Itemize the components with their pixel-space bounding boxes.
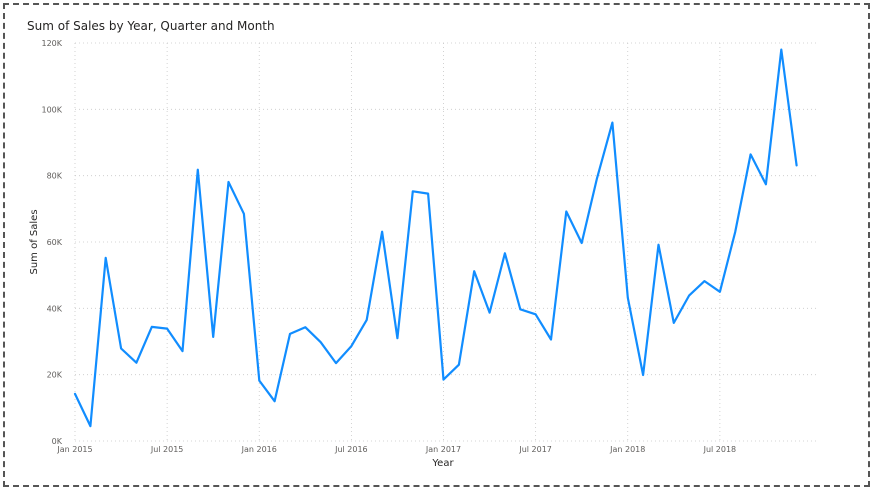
data-point[interactable]	[440, 376, 448, 384]
data-point[interactable]	[455, 361, 463, 369]
data-point[interactable]	[716, 288, 724, 296]
data-point[interactable]	[639, 371, 647, 379]
data-point[interactable]	[731, 228, 739, 236]
data-point[interactable]	[701, 277, 709, 285]
data-point[interactable]	[793, 161, 801, 169]
y-tick-label: 100K	[41, 105, 62, 114]
data-point[interactable]	[593, 174, 601, 182]
data-point[interactable]	[777, 46, 785, 54]
data-point[interactable]	[301, 323, 309, 331]
data-point[interactable]	[240, 210, 248, 218]
y-tick-label: 40K	[47, 304, 63, 313]
data-point[interactable]	[194, 166, 202, 174]
data-point[interactable]	[685, 291, 693, 299]
data-point[interactable]	[747, 150, 755, 158]
data-point[interactable]	[501, 249, 509, 257]
data-point[interactable]	[71, 390, 79, 398]
data-point[interactable]	[225, 178, 233, 186]
x-tick-label: Jul 2017	[518, 445, 552, 454]
chart-title: Sum of Sales by Year, Quarter and Month	[27, 19, 275, 33]
y-tick-label: 80K	[47, 172, 63, 181]
x-tick-label: Jul 2016	[334, 445, 368, 454]
data-point[interactable]	[608, 119, 616, 127]
data-point[interactable]	[163, 325, 171, 333]
data-point[interactable]	[409, 187, 417, 195]
data-point[interactable]	[286, 330, 294, 338]
data-point[interactable]	[532, 310, 540, 318]
data-point[interactable]	[424, 190, 432, 198]
x-tick-label: Jul 2015	[150, 445, 184, 454]
y-tick-label: 20K	[47, 371, 63, 380]
data-point[interactable]	[255, 377, 263, 385]
y-tick-label: 120K	[41, 39, 62, 48]
data-point[interactable]	[670, 319, 678, 327]
data-point[interactable]	[486, 309, 494, 317]
data-point[interactable]	[271, 397, 279, 405]
data-point[interactable]	[378, 228, 386, 236]
data-point[interactable]	[347, 342, 355, 350]
data-point[interactable]	[393, 334, 401, 342]
x-tick-label: Jul 2018	[703, 445, 737, 454]
x-tick-label: Jan 2017	[425, 445, 461, 454]
visual-frame	[3, 3, 870, 487]
x-tick-label: Jan 2015	[56, 445, 92, 454]
data-point[interactable]	[547, 336, 555, 344]
y-tick-label: 0K	[52, 437, 63, 446]
data-point[interactable]	[332, 359, 340, 367]
data-point[interactable]	[209, 333, 217, 341]
data-point[interactable]	[102, 254, 110, 262]
x-tick-label: Jan 2016	[241, 445, 277, 454]
y-axis-title: Sum of Sales	[29, 209, 40, 274]
data-point[interactable]	[317, 338, 325, 346]
data-point[interactable]	[86, 422, 94, 430]
data-point[interactable]	[148, 323, 156, 331]
x-axis-title: Year	[431, 458, 454, 469]
x-tick-label: Jan 2018	[609, 445, 645, 454]
data-point[interactable]	[363, 316, 371, 324]
data-point[interactable]	[132, 359, 140, 367]
data-point[interactable]	[655, 241, 663, 249]
data-point[interactable]	[562, 208, 570, 216]
data-point[interactable]	[762, 180, 770, 188]
data-point[interactable]	[179, 347, 187, 355]
data-point[interactable]	[117, 345, 125, 353]
data-point[interactable]	[624, 294, 632, 302]
y-tick-label: 60K	[47, 238, 63, 247]
data-point[interactable]	[578, 239, 586, 247]
data-point[interactable]	[470, 267, 478, 275]
sales-series-line[interactable]	[73, 48, 798, 428]
data-point[interactable]	[516, 305, 524, 313]
